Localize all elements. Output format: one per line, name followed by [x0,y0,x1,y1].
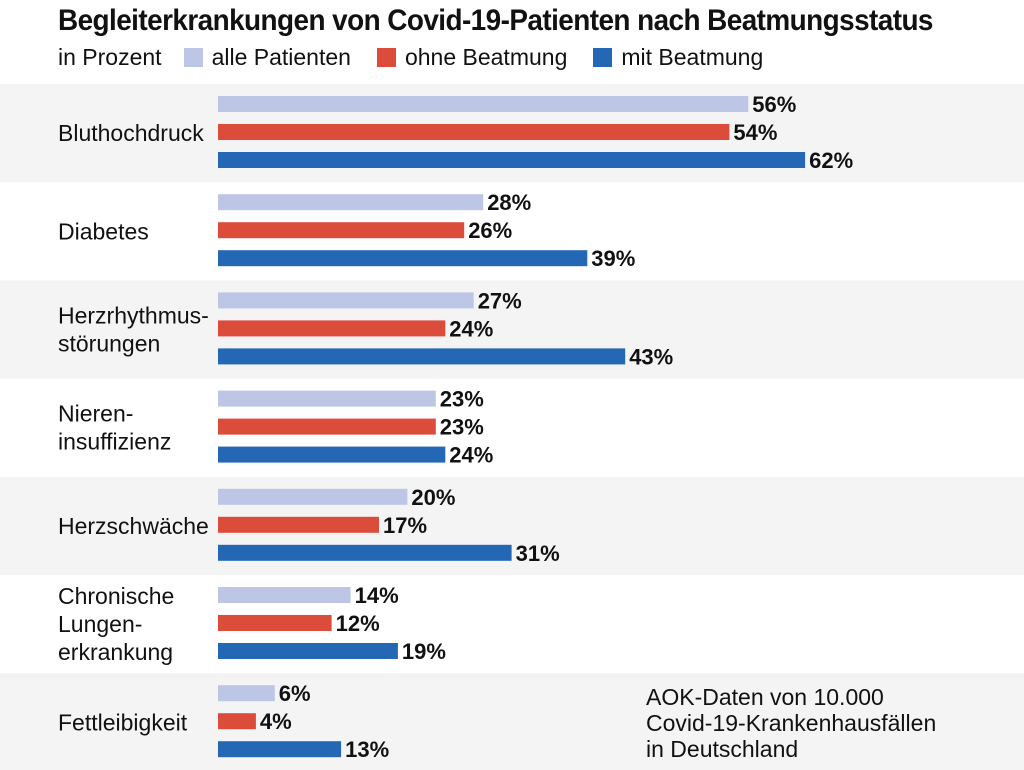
legend-label-ohne-beatmung: ohne Beatmung [404,43,568,70]
value-label-bluthochdruck-alle-patienten: 56% [752,92,796,117]
bar-nieren-insuffizienz-alle-patienten [218,390,436,407]
legend-swatch-ohne-beatmung [376,47,396,67]
legend-item-mit-beatmung: mit Beatmung [593,44,763,71]
value-label-herzrhythmus-störungen-alle-patienten: 27% [478,288,522,313]
category-label-nieren-insuffizienz: insuffizienz [58,429,171,455]
bar-herzschwäche-alle-patienten [218,488,408,505]
value-label-bluthochdruck-ohne-beatmung: 54% [733,120,777,145]
category-label-chronischelungen-erkrankung: Chronische [58,583,174,609]
bar-chronischelungen-erkrankung-alle-patienten [218,587,351,603]
bar-bluthochdruck-ohne-beatmung [218,124,730,140]
legend-label-mit-beatmung: mit Beatmung [621,43,764,70]
bar-fettleibigkeit-alle-patienten [218,685,275,702]
bar-bluthochdruck-mit-beatmung [218,152,806,168]
legend-item-ohne-beatmung: ohne Beatmung [376,43,568,71]
value-label-herzschwäche-mit-beatmung: 31% [516,541,560,566]
legend-swatch-mit-beatmung [593,47,613,67]
bar-chronischelungen-erkrankung-mit-beatmung [218,643,398,659]
value-label-herzrhythmus-störungen-mit-beatmung: 43% [629,344,673,369]
category-label-herzrhythmus-störungen: Herzrhythmus- [58,303,209,329]
bar-nieren-insuffizienz-mit-beatmung [218,446,446,463]
value-label-nieren-insuffizienz-ohne-beatmung: 23% [440,415,484,440]
value-label-nieren-insuffizienz-alle-patienten: 23% [440,387,484,412]
chart-title: Begleiterkrankungen von Covid-19-Patient… [58,4,933,37]
value-label-herzschwäche-ohne-beatmung: 17% [383,513,427,538]
category-label-fettleibigkeit: Fettleibigkeit [58,709,188,735]
legend-item-alle-patienten: alle Patienten [183,43,351,71]
bar-herzrhythmus-störungen-ohne-beatmung [218,320,446,337]
value-label-fettleibigkeit-ohne-beatmung: 4% [260,709,292,734]
source-note: AOK-Daten von 10.000 Covid-19-Krankenhau… [646,684,936,762]
category-label-diabetes: Diabetes [58,218,149,244]
legend-row: in Prozent alle Patienten ohne Beatmung … [58,42,998,72]
value-label-chronischelungen-erkrankung-alle-patienten: 14% [355,583,399,608]
value-label-chronischelungen-erkrankung-mit-beatmung: 19% [402,639,446,664]
category-label-herzrhythmus-störungen: störungen [58,331,160,357]
category-label-chronischelungen-erkrankung: erkrankung [58,639,173,665]
bar-herzschwäche-ohne-beatmung [218,516,379,533]
bar-herzrhythmus-störungen-alle-patienten [218,292,474,309]
legend-label-alle-patienten: alle Patienten [211,43,351,70]
bar-diabetes-alle-patienten [218,194,484,211]
row-bands [0,84,1024,770]
bar-chronischelungen-erkrankung-ohne-beatmung [218,615,332,631]
value-label-chronischelungen-erkrankung-ohne-beatmung: 12% [336,611,380,636]
value-label-herzrhythmus-störungen-ohne-beatmung: 24% [449,316,493,341]
bar-nieren-insuffizienz-ohne-beatmung [218,418,436,435]
source-note-line: in Deutschland [646,736,799,762]
value-label-fettleibigkeit-alle-patienten: 6% [279,681,311,706]
value-label-bluthochdruck-mit-beatmung: 62% [809,148,853,173]
bar-diabetes-mit-beatmung [218,250,588,267]
row-band [0,673,1024,770]
row-band [0,476,1024,575]
source-note-line: Covid-19-Krankenhausfällen [646,710,937,736]
bar-herzschwäche-mit-beatmung [218,544,512,561]
bar-herzrhythmus-störungen-mit-beatmung [218,348,626,365]
value-label-fettleibigkeit-mit-beatmung: 13% [345,737,389,762]
unit-label: in Prozent [58,43,162,70]
bar-fettleibigkeit-mit-beatmung [218,741,342,758]
chart-marks: Bluthochdruck 56% 54% 62% Diabetes 28% 26% 39% H… [58,92,853,762]
value-label-diabetes-ohne-beatmung: 26% [468,218,512,243]
value-label-diabetes-alle-patienten: 28% [487,190,531,215]
value-label-diabetes-mit-beatmung: 39% [591,246,635,271]
bar-bluthochdruck-alle-patienten [218,96,749,112]
category-label-nieren-insuffizienz: Nieren- [58,401,133,427]
legend-swatch-alle-patienten [183,47,203,67]
value-label-nieren-insuffizienz-mit-beatmung: 24% [449,443,493,468]
source-note-line: AOK-Daten von 10.000 [646,684,884,710]
value-label-herzschwäche-alle-patienten: 20% [411,485,455,510]
bar-diabetes-ohne-beatmung [218,222,465,239]
category-label-bluthochdruck: Bluthochdruck [58,120,204,146]
bar-fettleibigkeit-ohne-beatmung [218,713,256,730]
category-label-chronischelungen-erkrankung: Lungen- [58,611,142,637]
category-label-herzschwäche: Herzschwäche [58,513,209,539]
